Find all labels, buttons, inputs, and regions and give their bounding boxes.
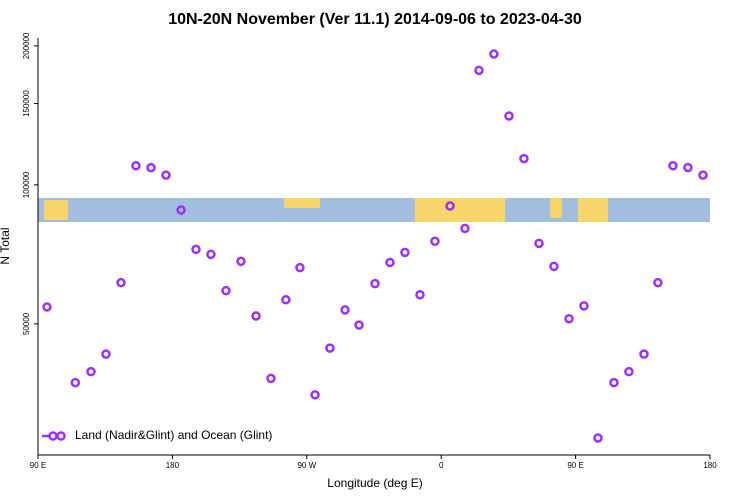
y-axis-label: N Total [0,227,12,264]
point [504,111,514,121]
legend-marker [56,431,66,441]
y-tick-label: 200000 [22,32,31,59]
point [639,349,649,359]
point [236,256,246,267]
y-tick-label: 100000 [22,171,31,198]
point [653,277,663,288]
point [370,278,380,289]
point [221,285,231,296]
map-strip [38,198,710,222]
legend-marker [48,431,58,441]
x-axis-label: Longitude (deg E) [327,476,422,490]
point [593,433,603,443]
point [206,249,216,260]
point [340,305,350,315]
point [146,162,156,173]
point [42,302,52,312]
x-tick-label: 0 [439,461,444,470]
point [445,201,455,211]
x-tick-label: 90 E [30,461,46,470]
x-tick-label: 90 E [567,461,583,470]
point [191,244,201,255]
point [534,238,544,249]
point [266,373,276,384]
point [668,161,678,171]
legend-label: Land (Nadir&Glint) and Ocean (Glint) [75,428,272,442]
point [400,247,410,258]
point [86,366,96,377]
point [579,301,589,311]
point [295,262,305,273]
point [70,377,81,388]
point [354,320,364,330]
chart-title: 10N-20N November (Ver 11.1) 2014-09-06 t… [168,11,582,28]
point [698,170,708,180]
point [683,162,693,173]
point [474,65,484,76]
y-tick-label: 150000 [22,90,31,117]
point [116,277,126,288]
point [101,349,111,359]
point [489,49,499,59]
point [161,170,171,180]
point [549,261,559,272]
point [281,294,291,305]
point [519,153,529,164]
point [385,257,395,268]
point [176,205,186,215]
x-tick-label: 90 W [297,461,316,470]
point [430,236,440,246]
x-tick-label: 180 [166,461,180,470]
point [609,377,619,388]
point [415,290,425,300]
point [310,390,320,400]
point [460,223,470,234]
point [564,313,574,324]
x-tick-label: 180 [703,461,717,470]
point [131,161,141,171]
point [251,311,261,321]
y-tick-label: 50000 [22,312,31,335]
point [325,343,335,353]
point [624,366,634,377]
